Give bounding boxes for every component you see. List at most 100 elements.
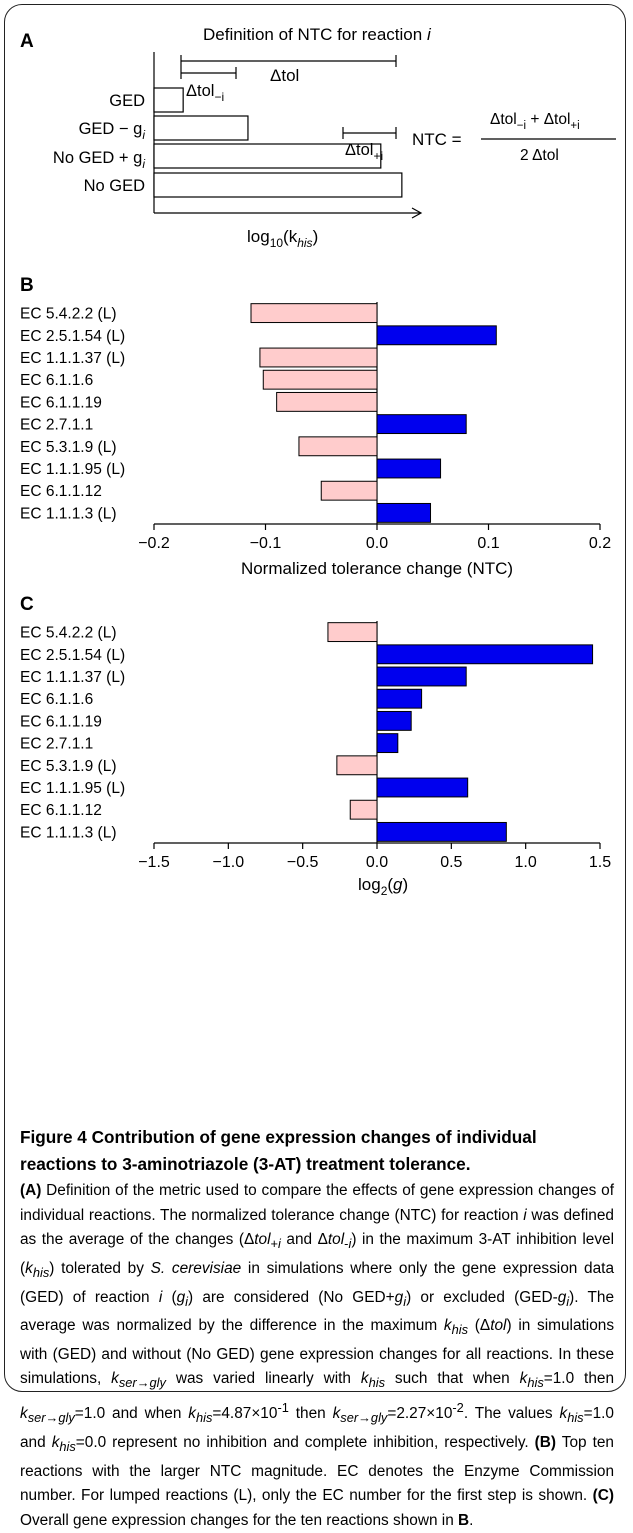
- axis-label-log: log: [247, 227, 270, 246]
- dtol-minus-label-sub: −i: [214, 90, 224, 104]
- category-label: EC 1.1.1.3 (L): [20, 505, 117, 522]
- axis-label-base: 10: [270, 236, 284, 250]
- row-label-noged: No GED: [84, 177, 146, 195]
- ntc-denominator: 2 Δtol: [520, 147, 559, 164]
- x-tick-label: −0.1: [250, 535, 282, 552]
- row-label-ged-minus-g-sub: i: [142, 128, 145, 142]
- category-label: EC 5.4.2.2 (L): [20, 625, 117, 642]
- dtol-minus-label: Δtol−i: [186, 82, 224, 104]
- row-label-noged-plus-g-text: No GED + g: [53, 149, 142, 167]
- row-label-ged-text: GED: [109, 92, 145, 110]
- x-tick-label: −1.5: [138, 854, 170, 871]
- category-label: EC 1.1.1.95 (L): [20, 461, 125, 478]
- chart-b: EC 5.4.2.2 (L) EC 2.5.1.54 (L) EC 1.1.1.37…: [20, 302, 611, 578]
- x-axis-title-log: log: [358, 875, 381, 894]
- x-tick-label: 0.1: [477, 535, 499, 552]
- row-label-ged: GED: [109, 92, 145, 110]
- dtol-plus-label-sub: +i: [373, 149, 383, 163]
- panel-a-title-var: i: [427, 25, 432, 44]
- x-axis-title-var: g: [393, 875, 403, 894]
- bar-6: [376, 414, 467, 435]
- axis-label-open: (k: [283, 227, 298, 246]
- panel-a-label: A: [20, 31, 34, 52]
- bar-1: [250, 303, 378, 324]
- figure-frame: [4, 4, 626, 1392]
- bar-9: [320, 480, 378, 501]
- category-label: EC 1.1.1.95 (L): [20, 780, 125, 797]
- x-tick-label: −0.5: [287, 854, 319, 871]
- bar-8: [376, 777, 469, 798]
- panel-b-label: B: [20, 275, 34, 296]
- ntc-num-b: Δtol: [544, 111, 571, 128]
- x-tick-label: 0.0: [366, 535, 388, 552]
- category-label: EC 5.3.1.9 (L): [20, 758, 117, 775]
- chart-c: EC 5.4.2.2 (L) EC 2.5.1.54 (L) EC 1.1.1.37…: [20, 621, 611, 898]
- caption-body: (A) Definition of the metric used to com…: [20, 1182, 615, 1529]
- bar-7: [336, 755, 378, 776]
- row-label-noged-text: No GED: [84, 177, 146, 195]
- axis-label-sub: his: [297, 236, 312, 250]
- category-label: EC 2.5.1.54 (L): [20, 647, 125, 664]
- ntc-numerator: Δtol−i + Δtol+i: [490, 111, 580, 132]
- panel-a-bar: [153, 143, 382, 169]
- row-label-noged-plus-g-sub: i: [142, 157, 145, 171]
- ntc-lhs: NTC =: [412, 130, 462, 149]
- panel-c: C EC 5.4.2.2 (L) EC 2.5.1.54 (L) EC 1.1.1.…: [20, 594, 611, 898]
- category-label: EC 6.1.1.12: [20, 483, 102, 500]
- bar-6: [376, 733, 399, 754]
- row-label-ged-minus-g-text: GED − g: [79, 120, 143, 138]
- bar-8: [376, 458, 442, 479]
- bar-10: [376, 821, 507, 842]
- panel-a-bars: [153, 87, 403, 198]
- dtol-plus-label-text: Δtol: [345, 141, 373, 159]
- dtol-label: Δtol: [270, 66, 299, 85]
- x-tick-label: −0.2: [138, 535, 170, 552]
- panel-a-title: Definition of NTC for reaction i: [203, 25, 432, 44]
- dtol-label-text: Δtol: [270, 66, 299, 85]
- bar-9: [349, 799, 378, 820]
- x-tick-label: 0.5: [440, 854, 462, 871]
- ntc-num-a: Δtol: [490, 111, 517, 128]
- bar-3: [259, 347, 378, 368]
- category-label: EC 6.1.1.12: [20, 802, 102, 819]
- category-label: EC 1.1.1.37 (L): [20, 669, 125, 686]
- x-axis-title-open: (: [387, 875, 393, 894]
- category-label: EC 5.3.1.9 (L): [20, 439, 117, 456]
- category-label: EC 2.5.1.54 (L): [20, 328, 125, 345]
- bar-4: [262, 369, 378, 390]
- bar-7: [298, 436, 378, 457]
- x-axis-title: log2(g): [358, 875, 408, 898]
- panel-a-bar: [153, 115, 249, 141]
- bar-2: [376, 644, 594, 665]
- ntc-num-plus: +: [526, 111, 544, 128]
- panel-a-title-text: Definition of NTC for reaction: [203, 25, 422, 44]
- panel-a-bar: [153, 87, 184, 113]
- bar-5: [276, 391, 378, 412]
- ntc-num-b-sub: +i: [570, 120, 579, 132]
- category-label: EC 6.1.1.6: [20, 372, 93, 389]
- x-tick-label: 0.0: [366, 854, 388, 871]
- row-label-noged-plus-g: No GED + gi: [53, 149, 145, 171]
- panel-a-row-labels: GED GED − gi No GED + gi No GED: [53, 92, 145, 195]
- category-label: EC 5.4.2.2 (L): [20, 306, 117, 323]
- dtol-plus-marker: [342, 127, 397, 139]
- x-tick-label: 1.5: [589, 854, 611, 871]
- ntc-num-a-sub: −i: [517, 120, 526, 132]
- panel-a-x-arrowhead: [411, 207, 423, 219]
- category-label: EC 6.1.1.19: [20, 394, 102, 411]
- x-axis-title: Normalized tolerance change (NTC): [241, 559, 513, 578]
- panel-a-axis-label: log10(khis): [247, 227, 318, 250]
- caption-title: Figure 4 Contribution of gene expression…: [20, 1127, 537, 1174]
- dtol-minus-label-text: Δtol: [186, 82, 214, 100]
- bar-2: [376, 325, 497, 346]
- category-label: EC 2.7.1.1: [20, 417, 93, 434]
- x-axis-title-base: 2: [381, 884, 388, 898]
- figure-caption: Figure 4 Contribution of gene expression…: [20, 1124, 614, 1533]
- bar-1: [327, 622, 378, 643]
- category-label: EC 1.1.1.3 (L): [20, 824, 117, 841]
- category-label: EC 6.1.1.19: [20, 713, 102, 730]
- x-tick-label: 1.0: [515, 854, 537, 871]
- dtol-minus-marker: [180, 67, 237, 79]
- dtol-marker: [180, 55, 397, 67]
- panel-b: B EC 5.4.2.2 (L) EC 2.5.1.54 (L) EC 1.1.1.…: [20, 275, 611, 578]
